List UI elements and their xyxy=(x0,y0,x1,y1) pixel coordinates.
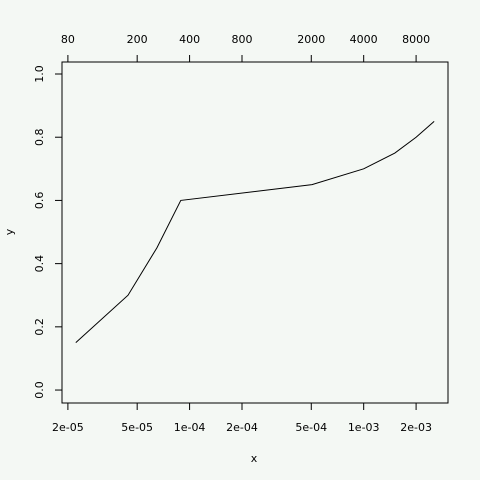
plot-box xyxy=(61,61,449,404)
x-tick-label: 1e-04 xyxy=(174,421,206,434)
x-tick-label: 2e-04 xyxy=(226,421,258,434)
x2-tick-label: 200 xyxy=(127,33,148,46)
x-tick-label: 2e-03 xyxy=(400,421,432,434)
x2-tick-label: 4000 xyxy=(350,33,378,46)
x2-tick-label: 8000 xyxy=(402,33,430,46)
y-tick-label: 0.4 xyxy=(33,255,46,273)
y-tick-label: 0.0 xyxy=(33,381,46,399)
x2-tick-label: 2000 xyxy=(297,33,325,46)
y-axis-label: y xyxy=(3,228,16,235)
x-tick-label: 2e-05 xyxy=(52,421,84,434)
y-tick-label: 0.8 xyxy=(33,128,46,146)
x-axis-label: x xyxy=(251,452,258,465)
y-tick-label: 0.6 xyxy=(33,192,46,210)
x-tick-label: 5e-04 xyxy=(295,421,327,434)
x-tick-label: 5e-05 xyxy=(121,421,153,434)
x2-tick-label: 400 xyxy=(179,33,200,46)
data-line xyxy=(75,121,435,344)
x2-tick-label: 80 xyxy=(61,33,75,46)
y-tick-label: 0.2 xyxy=(33,318,46,336)
y-tick-label: 1.0 xyxy=(33,65,46,83)
x2-tick-label: 800 xyxy=(231,33,252,46)
x-tick-label: 1e-03 xyxy=(348,421,380,434)
